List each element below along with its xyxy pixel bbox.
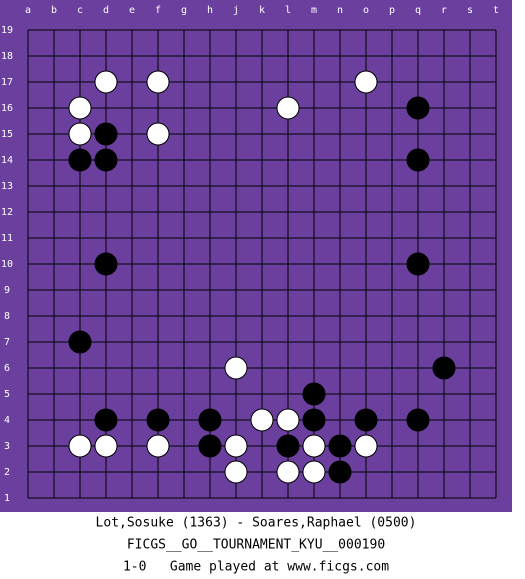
white-stone	[146, 434, 170, 458]
black-stone	[406, 408, 430, 432]
column-label: g	[181, 5, 187, 16]
black-stone	[328, 460, 352, 484]
row-label: 18	[1, 51, 13, 62]
row-label: 10	[1, 259, 13, 270]
column-label: c	[77, 5, 83, 16]
row-label: 4	[4, 415, 10, 426]
black-stone	[276, 434, 300, 458]
column-label: d	[103, 5, 109, 16]
white-stone	[354, 70, 378, 94]
column-label: l	[285, 5, 291, 16]
black-stone	[94, 148, 118, 172]
white-stone	[302, 460, 326, 484]
black-stone	[354, 408, 378, 432]
column-label: r	[441, 5, 447, 16]
black-stone	[198, 434, 222, 458]
white-stone	[224, 434, 248, 458]
column-label: h	[207, 5, 213, 16]
black-stone	[94, 122, 118, 146]
row-label: 8	[4, 311, 10, 322]
players: Lot,Sosuke (1363) - Soares,Raphael (0500…	[96, 516, 417, 531]
row-label: 17	[1, 77, 13, 88]
column-label: m	[311, 5, 317, 16]
column-label: o	[363, 5, 369, 16]
white-stone	[302, 434, 326, 458]
column-label: b	[51, 5, 57, 16]
row-label: 12	[1, 207, 13, 218]
white-stone	[146, 122, 170, 146]
black-stone	[146, 408, 170, 432]
column-label: p	[389, 5, 395, 16]
column-label: s	[467, 5, 473, 16]
row-label: 3	[4, 441, 10, 452]
white-stone	[146, 70, 170, 94]
row-label: 19	[1, 25, 13, 36]
row-label: 16	[1, 103, 13, 114]
column-label: a	[25, 5, 31, 16]
white-stone	[68, 434, 92, 458]
white-stone	[68, 96, 92, 120]
black-stone	[198, 408, 222, 432]
black-stone	[406, 252, 430, 276]
black-stone	[94, 408, 118, 432]
event: FICGS__GO__TOURNAMENT_KYU__000190	[127, 538, 385, 553]
row-label: 9	[4, 285, 10, 296]
column-label: n	[337, 5, 343, 16]
column-label: k	[259, 5, 265, 16]
row-label: 5	[4, 389, 10, 400]
white-stone	[224, 460, 248, 484]
white-stone	[94, 70, 118, 94]
column-label: e	[129, 5, 135, 16]
row-label: 15	[1, 129, 13, 140]
column-label: j	[233, 5, 239, 16]
black-stone	[68, 330, 92, 354]
row-label: 14	[1, 155, 13, 166]
white-stone	[68, 122, 92, 146]
black-stone	[94, 252, 118, 276]
white-stone	[250, 408, 274, 432]
white-stone	[276, 408, 300, 432]
row-label: 1	[4, 493, 10, 504]
black-stone	[68, 148, 92, 172]
row-label: 7	[4, 337, 10, 348]
black-stone	[302, 382, 326, 406]
black-stone	[406, 96, 430, 120]
result: 1-0 Game played at www.ficgs.com	[123, 560, 389, 575]
row-label: 13	[1, 181, 13, 192]
white-stone	[276, 460, 300, 484]
white-stone	[94, 434, 118, 458]
row-label: 6	[4, 363, 10, 374]
black-stone	[406, 148, 430, 172]
column-label: t	[493, 5, 499, 16]
white-stone	[224, 356, 248, 380]
black-stone	[302, 408, 326, 432]
column-label: q	[415, 5, 421, 16]
white-stone	[276, 96, 300, 120]
row-label: 11	[1, 233, 13, 244]
black-stone	[432, 356, 456, 380]
white-stone	[354, 434, 378, 458]
column-label: f	[155, 5, 161, 16]
row-label: 2	[4, 467, 10, 478]
black-stone	[328, 434, 352, 458]
